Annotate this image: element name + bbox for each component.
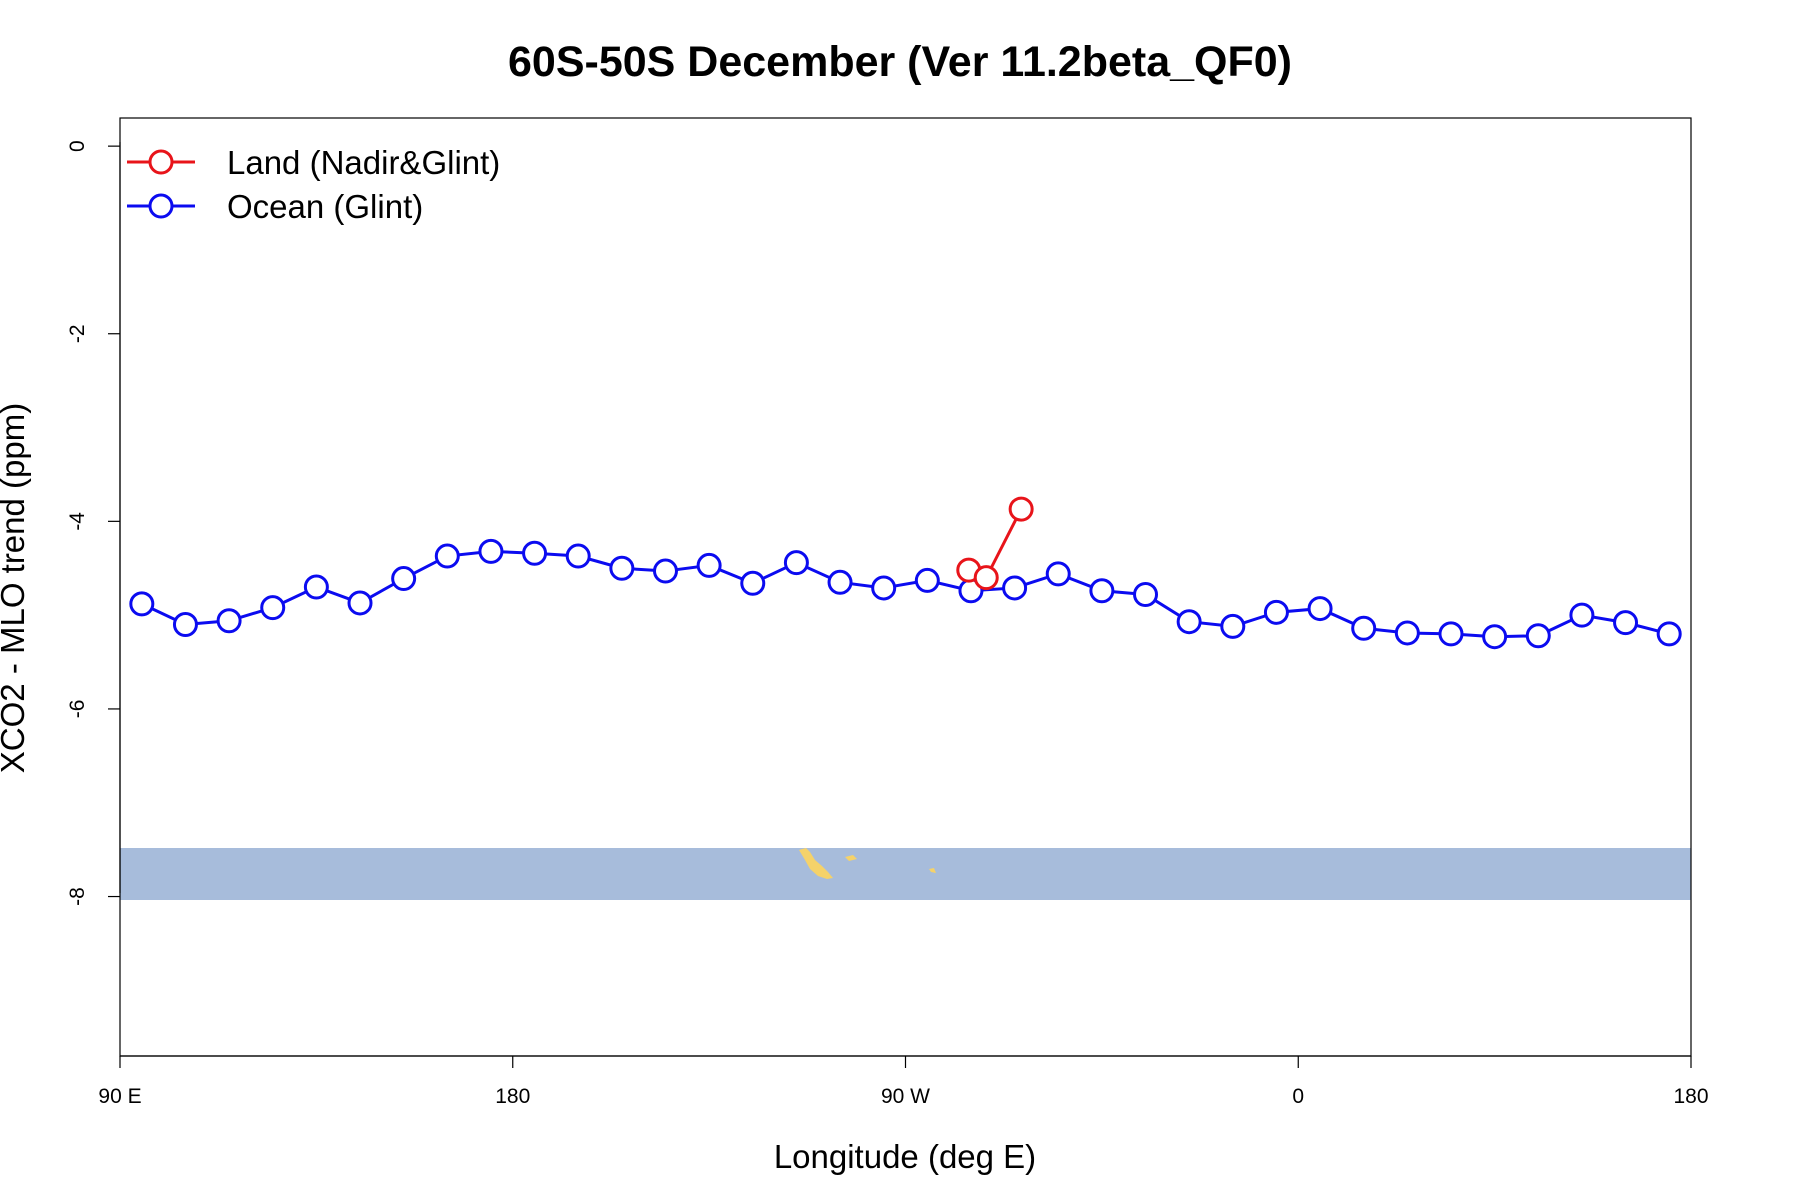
y-tick-label: -4 [66,512,89,531]
x-tick-label: 90 E [98,1085,141,1108]
series-ocean-point [129,591,155,617]
series-ocean-point [303,574,329,600]
series-ocean-point [1525,623,1551,649]
x-tick-label: 0 [1292,1085,1304,1108]
series-ocean-point [1002,575,1028,601]
series-ocean-point [1656,621,1682,647]
y-tick-label: -6 [66,700,89,719]
y-axis: 0 -2 -4 -6 -8 [66,140,121,906]
plot-frame [119,117,1692,1057]
series-ocean-point [172,612,198,638]
series-ocean-point [1089,578,1115,604]
series-ocean-point [347,590,373,616]
legend: Land (Nadir&Glint) Ocean (Glint) [127,144,500,225]
y-tick-label: -8 [66,887,89,906]
series-ocean-point [1482,624,1508,650]
series-ocean-point [434,543,460,569]
x-axis: 90 E 180 90 W 0 180 [98,1055,1709,1108]
y-tick-label: -2 [66,324,89,343]
series-ocean-point [783,550,809,576]
series-layer [129,496,1682,650]
series-ocean-point [565,543,591,569]
series-ocean-point [1263,599,1289,625]
series-ocean-point [216,608,242,634]
series-land-point [973,565,999,591]
series-ocean-point [914,567,940,593]
map-strip [120,848,1691,900]
series-ocean-point [871,575,897,601]
series-ocean-point [1438,621,1464,647]
series-ocean-point [740,570,766,596]
series-ocean-point [1220,613,1246,639]
series-ocean-point [1307,596,1333,622]
series-ocean-point [827,569,853,595]
x-tick-label: 90 W [881,1085,930,1108]
legend-land-marker [148,149,174,175]
series-ocean-point [1045,561,1071,587]
y-tick-label: 0 [66,140,89,152]
series-ocean-point [478,538,504,564]
series-ocean-line [141,549,1670,639]
ocean-band [120,848,1691,900]
series-ocean-point [609,555,635,581]
south-georgia [929,868,936,873]
south-america-tip [799,848,833,879]
series-ocean-point [1613,610,1639,636]
legend-land-label: Land (Nadir&Glint) [227,144,500,181]
series-land-point [1008,496,1034,522]
series-ocean-point [1176,609,1202,635]
series-ocean [129,538,1682,650]
series-ocean-point [1394,620,1420,646]
series-ocean-point [391,566,417,592]
series-ocean-point [1351,615,1377,641]
x-tick-label: 180 [495,1085,530,1108]
series-ocean-point [696,552,722,578]
series-land [956,496,1034,591]
series-ocean-point [1133,582,1159,608]
falkland-islands [845,855,857,861]
series-ocean-point [522,540,548,566]
series-ocean-point [260,595,286,621]
series-ocean-point [1569,602,1595,628]
y-axis-label: XCO2 - MLO trend (ppm) [0,403,31,773]
legend-ocean-label: Ocean (Glint) [227,188,423,225]
chart-title: 60S-50S December (Ver 11.2beta_QF0) [508,38,1292,86]
series-ocean-point [652,558,678,584]
x-tick-label: 180 [1673,1085,1708,1108]
x-axis-label: Longitude (deg E) [774,1138,1036,1175]
legend-ocean-marker [148,193,174,219]
